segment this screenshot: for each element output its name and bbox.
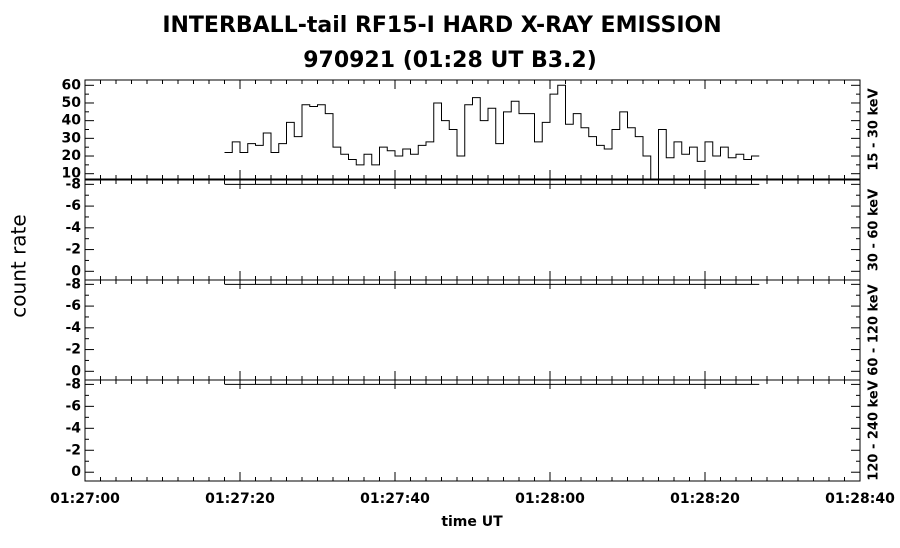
y-tick-label: -6 [65,198,81,214]
panel-frame [84,179,861,281]
y-tick-label: -2 [65,342,81,358]
panel-label: 15 - 30 keV [867,88,882,170]
data-line [224,84,760,180]
y-tick-label: -4 [65,420,81,436]
y-tick-label: 50 [62,95,82,111]
y-tick-label: -4 [65,220,81,236]
x-tick-label: 01:28:20 [670,491,740,507]
y-tick-label: -4 [65,320,81,336]
y-tick-label: -6 [65,298,81,314]
y-tick-label: -8 [65,376,81,392]
y-tick-label: 60 [62,77,82,93]
panel-label: 120 - 240 keV [867,380,882,480]
x-tick-label: 01:28:00 [515,491,585,507]
y-tick-label: 10 [62,166,82,182]
y-tick-label: 20 [62,148,82,164]
x-tick-label: 01:28:40 [825,491,895,507]
chart-subtitle: 970921 (01:28 UT B3.2) [303,48,597,73]
y-axis-label: count rate [7,214,31,317]
panel-frame [84,79,861,180]
x-tick-label: 01:27:20 [205,491,275,507]
y-tick-label: 0 [71,263,81,279]
y-tick-label: -2 [65,242,81,258]
panel-label: 60 - 120 keV [867,284,882,375]
x-axis-label: time UT [441,514,503,530]
y-tick-label: -8 [65,176,81,192]
y-tick-label: 0 [71,464,81,480]
panel-label: 30 - 60 keV [867,189,882,271]
y-tick-label: 40 [62,113,82,129]
y-tick-label: -8 [65,276,81,292]
x-tick-label: 01:27:00 [50,491,120,507]
panel-frame [84,279,861,381]
y-tick-label: -6 [65,398,81,414]
chart-title: INTERBALL-tail RF15-I HARD X-RAY EMISSIO… [162,13,721,38]
x-tick-label: 01:27:40 [360,491,430,507]
panel-frame [84,379,861,482]
y-tick-label: -2 [65,442,81,458]
y-tick-label: 30 [62,130,82,146]
y-tick-label: 0 [71,363,81,379]
